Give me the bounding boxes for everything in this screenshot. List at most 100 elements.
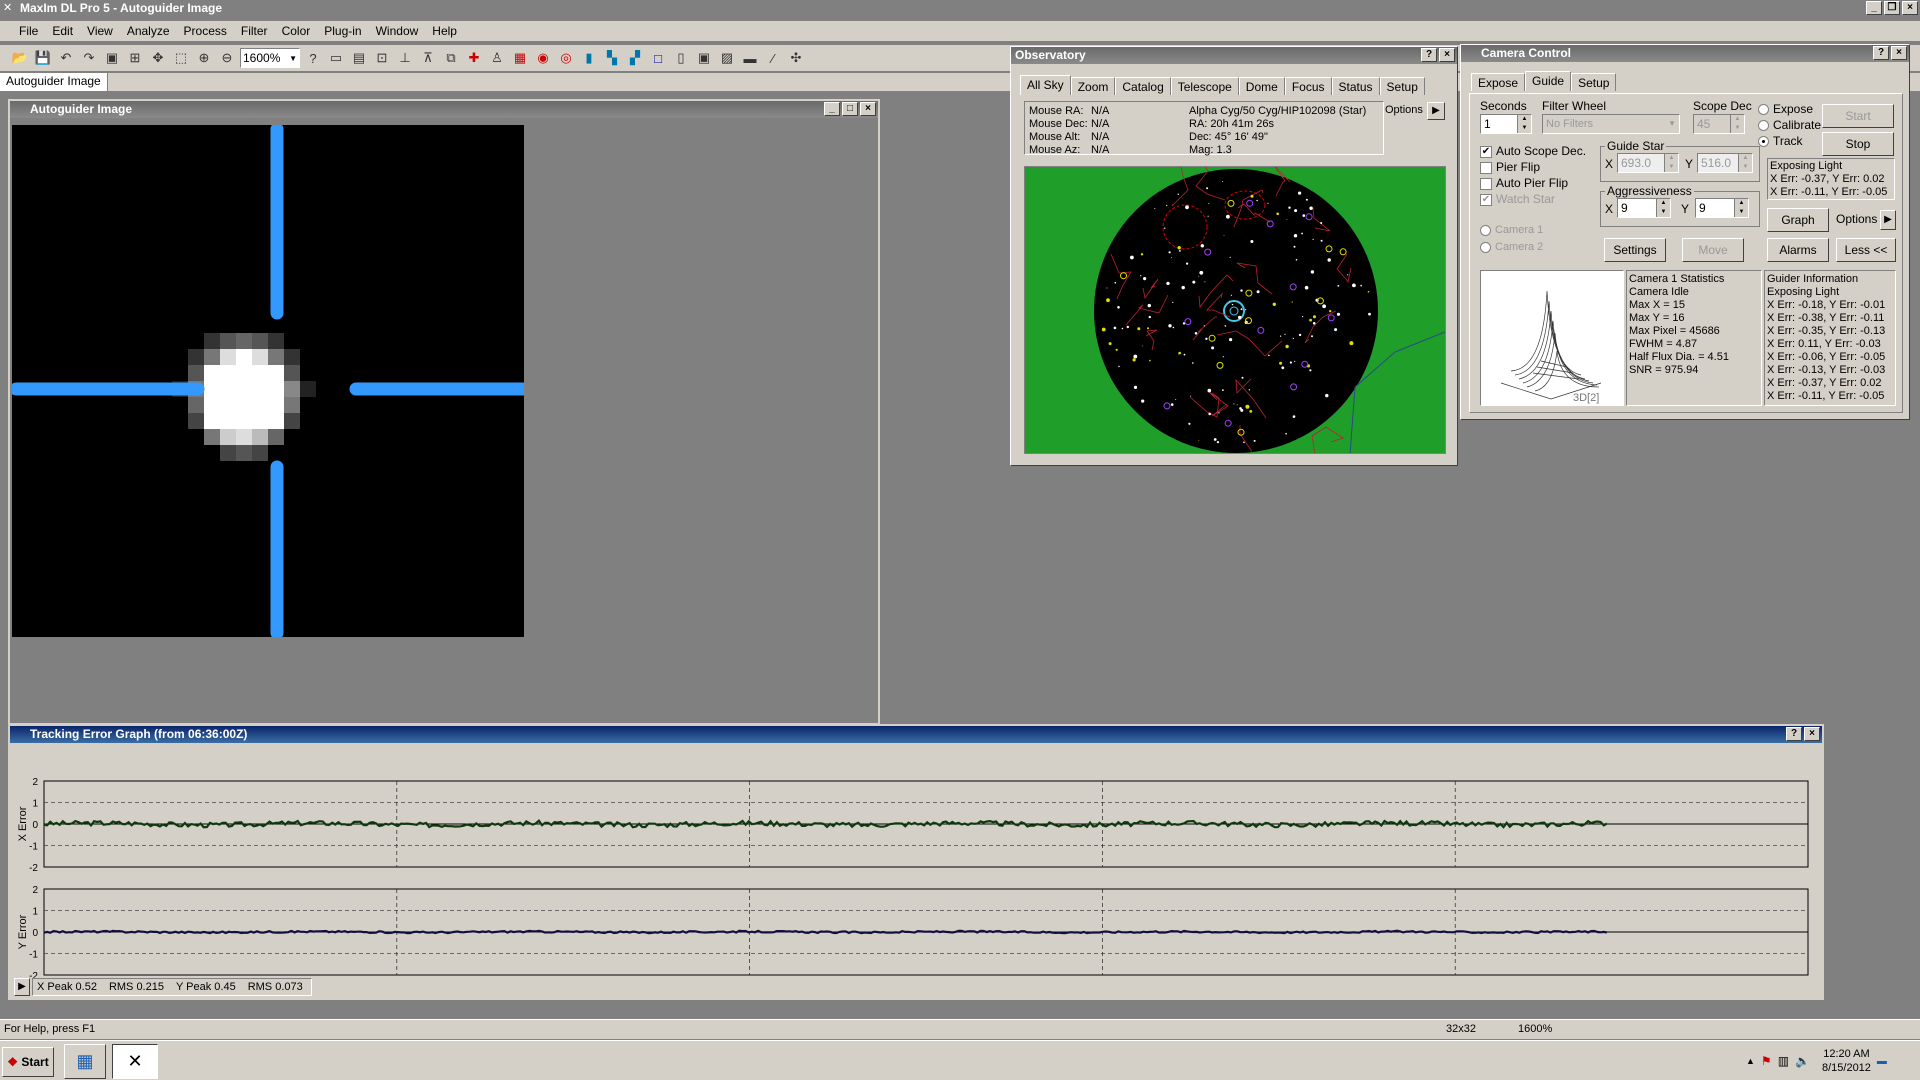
stop-button[interactable]: Stop	[1822, 132, 1894, 156]
zoom-select[interactable]: 1600% ▼	[240, 48, 300, 68]
focus-icon[interactable]: ◎	[560, 50, 572, 65]
mode-expose[interactable]: Expose	[1758, 102, 1821, 118]
tracking-help-button[interactable]: ?	[1786, 727, 1802, 741]
doc-tab-autoguider[interactable]: Autoguider Image	[0, 73, 108, 91]
obs-help-button[interactable]: ?	[1421, 48, 1437, 62]
cam-tab-guide[interactable]: Guide	[1525, 71, 1572, 91]
obs-tab-dome[interactable]: Dome	[1238, 77, 1285, 95]
cam-tab-expose[interactable]: Expose	[1471, 73, 1526, 91]
observatory-titlebar[interactable]: Observatory ? ×	[1011, 47, 1457, 64]
undo-icon[interactable]: ↶	[60, 50, 72, 65]
move-button[interactable]: Move	[1682, 238, 1744, 262]
menu-color[interactable]: Color	[281, 24, 311, 38]
screen-stretch-icon[interactable]: ⊞	[129, 50, 141, 65]
aggressiveness-x[interactable]: 9 ▲ ▼	[1617, 198, 1671, 218]
cam-options-button[interactable]: ▶	[1880, 210, 1896, 230]
ruler-icon[interactable]: ▬	[743, 50, 757, 66]
aggressiveness-y[interactable]: 9 ▲ ▼	[1695, 198, 1749, 218]
autoguider-titlebar[interactable]: Autoguider Image _ □ ×	[10, 101, 878, 118]
guide-star-x[interactable]: 693.0 ▲ ▼	[1617, 153, 1679, 173]
autoguider-image[interactable]	[9, 122, 531, 640]
help-pointer-icon[interactable]: ?	[309, 50, 317, 66]
camera-titlebar[interactable]: Camera Control ? ×	[1461, 45, 1909, 62]
menu-analyze[interactable]: Analyze	[126, 24, 170, 38]
grid-icon[interactable]: ▦	[513, 50, 527, 65]
menu-file[interactable]: File	[19, 24, 39, 38]
tray-flag-icon[interactable]: ⚑	[1760, 1054, 1772, 1068]
taskbar-app-maxim[interactable]: ✕	[112, 1044, 158, 1079]
obs-tab-focus[interactable]: Focus	[1284, 77, 1332, 95]
mode-calibrate[interactable]: Calibrate	[1758, 118, 1821, 134]
tray-date[interactable]: 8/15/2012	[1821, 1062, 1871, 1074]
ag-maximize-button[interactable]: □	[842, 102, 858, 116]
copy-icon[interactable]: ⧉	[446, 50, 456, 65]
info-icon[interactable]: ▭	[329, 50, 343, 65]
seconds-input[interactable]: 1 ▲ ▼	[1480, 114, 1532, 134]
telescope-icon[interactable]: ⊥	[399, 50, 411, 65]
mode-track[interactable]: Track	[1758, 134, 1821, 150]
obs-tab-catalog[interactable]: Catalog	[1115, 77, 1171, 95]
obs-tab-all-sky[interactable]: All Sky	[1020, 75, 1071, 95]
mount-icon[interactable]: ⊼	[423, 50, 433, 65]
calibrate-icon[interactable]: ⊡	[376, 50, 388, 65]
obs-close-button[interactable]: ×	[1439, 48, 1455, 62]
start-button[interactable]: Start	[1822, 104, 1894, 128]
filter-select[interactable]: No Filters ▼	[1542, 114, 1680, 134]
settings-button[interactable]: Settings	[1604, 238, 1666, 262]
windows-icon[interactable]: ▞	[630, 50, 640, 65]
tracking-titlebar[interactable]: Tracking Error Graph (from 06:36:00Z) ? …	[10, 726, 1822, 743]
alarms-button[interactable]: Alarms	[1767, 238, 1829, 262]
redo-icon[interactable]: ↷	[83, 50, 95, 65]
chart-icon[interactable]: ▨	[720, 50, 734, 65]
obs-tab-status[interactable]: Status	[1331, 77, 1380, 95]
tools-icon[interactable]: ✣	[790, 50, 802, 65]
guide-star-y[interactable]: 516.0 ▲ ▼	[1697, 153, 1753, 173]
graph-menu-button[interactable]: ▶	[14, 978, 30, 996]
menu-edit[interactable]: Edit	[52, 24, 74, 38]
check-watch-star[interactable]: ✔ Watch Star	[1480, 192, 1555, 206]
line-icon[interactable]: ∕	[771, 50, 775, 66]
zoom-in-icon[interactable]: ⊕	[198, 50, 210, 65]
check-auto-pier-flip[interactable]: Auto Pier Flip	[1480, 176, 1586, 192]
cam-help-button[interactable]: ?	[1873, 46, 1889, 60]
cam-tab-setup[interactable]: Setup	[1571, 73, 1617, 91]
obs-options-button[interactable]: ▶	[1427, 102, 1445, 120]
restore-button[interactable]: ❐	[1884, 1, 1900, 15]
layout-icon[interactable]: ▚	[607, 50, 617, 65]
image-icon[interactable]: ▣	[105, 50, 119, 65]
tray-network-icon[interactable]: ▥	[1777, 1054, 1790, 1068]
crosshair-icon[interactable]: ✚	[468, 50, 480, 65]
tray-time[interactable]: 12:20 AM	[1823, 1048, 1870, 1060]
camera-2-radio[interactable]: Camera 2	[1480, 241, 1543, 258]
obs-tab-zoom[interactable]: Zoom	[1070, 77, 1116, 95]
menu-help[interactable]: Help	[432, 24, 457, 38]
check-auto-scope-dec-[interactable]: ✔ Auto Scope Dec.	[1480, 144, 1587, 158]
open-icon[interactable]: 📂	[11, 50, 29, 65]
graph-button[interactable]: Graph	[1767, 208, 1829, 232]
zoom-out-icon[interactable]: ⊖	[221, 50, 233, 65]
obs-tab-setup[interactable]: Setup	[1379, 77, 1425, 95]
stack-icon[interactable]: ▤	[352, 50, 366, 65]
camera-1-radio[interactable]: Camera 1	[1480, 224, 1543, 241]
ag-minimize-button[interactable]: _	[824, 102, 840, 116]
target-icon[interactable]: ◉	[537, 50, 549, 65]
pan-icon[interactable]: ✥	[152, 50, 164, 65]
scope-dec-input[interactable]: 45 ▲ ▼	[1693, 114, 1745, 134]
menu-plugin[interactable]: Plug-in	[324, 24, 362, 38]
menu-view[interactable]: View	[87, 24, 113, 38]
start-menu-button[interactable]: ❖ Start	[2, 1047, 54, 1077]
picture-icon[interactable]: ▣	[697, 50, 711, 65]
select-icon[interactable]: ⬚	[174, 50, 188, 65]
check-pier-flip[interactable]: Pier Flip	[1480, 160, 1586, 176]
scope-icon[interactable]: ♙	[491, 50, 503, 65]
show-desktop-icon[interactable]: ▬	[1876, 1055, 1887, 1067]
all-sky-map[interactable]	[1024, 166, 1446, 454]
close-button[interactable]: ×	[1902, 1, 1918, 15]
tray-arrow-icon[interactable]: ▲	[1746, 1056, 1755, 1066]
menu-filter[interactable]: Filter	[240, 24, 268, 38]
cam-close-button[interactable]: ×	[1891, 46, 1907, 60]
menu-process[interactable]: Process	[183, 24, 227, 38]
histogram-icon[interactable]: ▮	[585, 50, 593, 65]
ag-close-button[interactable]: ×	[860, 102, 876, 116]
square-icon[interactable]: □	[654, 50, 662, 66]
